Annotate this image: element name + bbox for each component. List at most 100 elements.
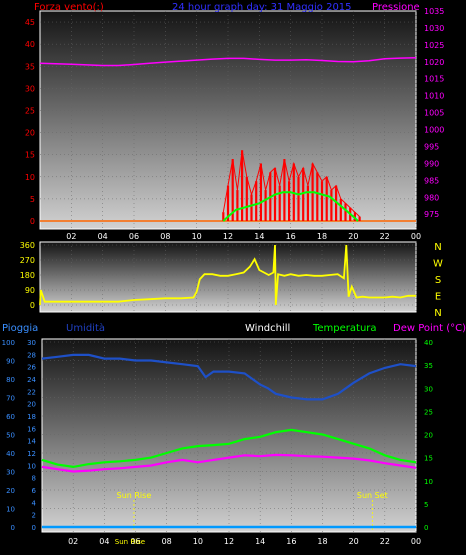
pressure-tick-label: 1025 [424, 41, 444, 50]
temperature-label: Temperatura [312, 323, 377, 334]
x-tick-label: 18 [317, 232, 327, 241]
direction-tick-label: 180 [20, 271, 35, 280]
wind-speed-tick-label: 20 [25, 129, 35, 138]
gust-line [222, 150, 360, 217]
pressure-tick-label: 1020 [424, 58, 444, 67]
temperature-tick-label: 30 [424, 385, 433, 393]
temperature-tick-label: 25 [424, 408, 433, 416]
compass-label: S [435, 275, 441, 286]
temperature-tick-label: 35 [424, 362, 433, 370]
sun-rise-tick-label: Sun Rise [115, 538, 145, 546]
pressure-axis-label: Pressione [372, 2, 420, 13]
pressure-line [39, 56, 417, 67]
pressure-tick-label: 995 [424, 142, 439, 151]
temperature-tick-label: 5 [424, 501, 428, 509]
rain-tick-label: 16 [27, 425, 36, 433]
rain-tick-label: 22 [27, 388, 36, 396]
rain-tick-label: 24 [27, 376, 36, 384]
x-tick-label: 12 [224, 537, 234, 546]
wind-direction-line [39, 244, 416, 306]
pressure-tick-label: 1005 [424, 109, 444, 118]
x-tick-label: 22 [380, 232, 390, 241]
pressure-tick-label: 1000 [424, 126, 444, 135]
x-tick-label: 10 [192, 232, 202, 241]
humidity-tick-label: 50 [6, 432, 15, 440]
temperature-tick-label: 40 [424, 339, 433, 347]
temperature-tick-label: 15 [424, 455, 433, 463]
humidity-tick-label: 10 [6, 506, 15, 514]
rain-tick-label: 8 [32, 475, 36, 483]
x-tick-label: 08 [162, 537, 172, 546]
humidity-tick-label: 30 [6, 469, 15, 477]
compass-label: N [434, 242, 441, 253]
x-tick-label: 16 [286, 537, 296, 546]
windchill-label: Windchill [245, 323, 290, 334]
rain-tick-label: 4 [32, 499, 37, 507]
rain-tick-label: 14 [27, 438, 36, 446]
x-tick-label: 06 [130, 537, 140, 546]
wind-direction-plot-area [39, 241, 417, 313]
wind-speed-tick-label: 40 [25, 40, 35, 49]
x-tick-label: 10 [193, 537, 203, 546]
humidity-tick-label: 0 [11, 524, 15, 532]
x-tick-label: 00 [411, 232, 421, 241]
sun-set-label: Sun Set [357, 491, 388, 500]
x-tick-label: 20 [349, 537, 359, 546]
x-tick-label: 18 [317, 537, 327, 546]
rain-tick-label: 12 [27, 450, 36, 458]
x-tick-label: 06 [129, 232, 139, 241]
rain-tick-label: 2 [32, 512, 36, 520]
x-tick-label: 22 [380, 537, 390, 546]
compass-label: N [434, 308, 441, 319]
compass-label: W [433, 259, 443, 270]
wind-speed-tick-label: 10 [25, 173, 35, 182]
humidity-tick-label: 100 [2, 339, 15, 347]
humidity-tick-label: 20 [6, 487, 15, 495]
x-tick-label: 20 [348, 232, 358, 241]
x-tick-label: 00 [411, 537, 421, 546]
rain-tick-label: 0 [32, 524, 36, 532]
wind-speed-tick-label: 30 [25, 84, 35, 93]
rain-tick-label: 26 [27, 364, 36, 372]
pressure-tick-label: 975 [424, 210, 439, 219]
temperature-tick-label: 20 [424, 432, 433, 440]
rain-tick-label: 20 [27, 401, 36, 409]
wind-speed-tick-label: 35 [25, 62, 35, 71]
pressure-tick-label: 1035 [424, 7, 444, 16]
x-tick-label: 08 [160, 232, 170, 241]
wind-speed-tick-label: 45 [25, 18, 35, 27]
wind-speed-tick-label: 15 [25, 151, 35, 160]
humidity-tick-label: 60 [6, 413, 15, 421]
x-tick-label: 04 [99, 537, 109, 546]
pressure-tick-label: 1010 [424, 92, 444, 101]
x-tick-label: 02 [68, 537, 78, 546]
wind-speed-line [222, 191, 359, 222]
chart-title: 24 hour graph day: 31 Maggio 2015 [172, 2, 352, 13]
wind-speed-tick-label: 0 [30, 217, 35, 226]
x-tick-label: 12 [223, 232, 233, 241]
pressure-tick-label: 1015 [424, 75, 444, 84]
temperature-line [41, 428, 417, 469]
direction-tick-label: 270 [20, 256, 35, 265]
humidity-line [41, 353, 417, 401]
rain-tick-label: 28 [27, 351, 36, 359]
x-tick-label: 14 [255, 537, 265, 546]
x-tick-label: 04 [98, 232, 108, 241]
pressure-tick-label: 980 [424, 193, 439, 202]
dew-point-line [41, 453, 417, 473]
x-tick-label: 14 [254, 232, 264, 241]
temperature-tick-label: 0 [424, 524, 428, 532]
rain-axis-label: Pioggia [2, 323, 38, 334]
pressure-tick-label: 985 [424, 176, 439, 185]
wind-speed-tick-label: 5 [30, 195, 35, 204]
rain-tick-label: 18 [27, 413, 36, 421]
x-tick-label: 16 [286, 232, 296, 241]
compass-label: E [435, 292, 441, 303]
dew-point-label: Dew Point (°C) [393, 323, 466, 334]
humidity-tick-label: 70 [6, 395, 15, 403]
direction-tick-label: 0 [30, 301, 35, 310]
pressure-tick-label: 990 [424, 159, 439, 168]
sun-rise-label: Sun Rise [117, 491, 152, 500]
wind-speed-axis-label: Forza vento(:) [34, 2, 104, 13]
wind-speed-tick-label: 25 [25, 106, 35, 115]
